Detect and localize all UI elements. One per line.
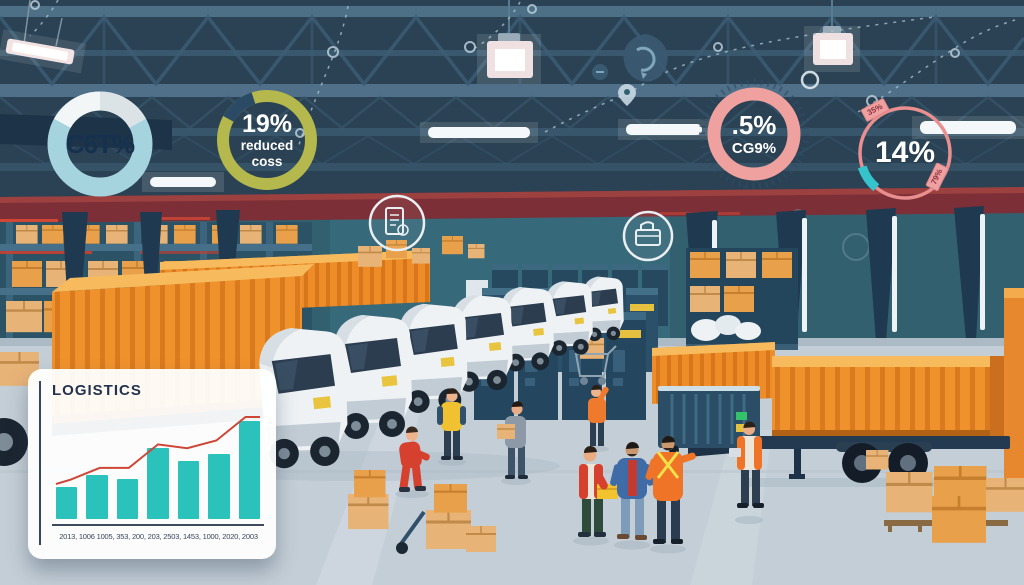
bars-container: [56, 411, 260, 519]
donut-chart-olive: 19% reduced coss: [211, 84, 323, 196]
logistics-chart-card: LOGISTICS 2013, 1006 1005, 353, 200, 203…: [28, 369, 276, 559]
bar: [147, 448, 169, 519]
donut-olive-value: 19%: [241, 110, 293, 138]
location-pin-icon: [618, 84, 636, 106]
chart-plot-area: [56, 411, 260, 519]
bar: [177, 461, 200, 519]
trend-line-svg: [56, 411, 260, 519]
ceiling-lights: [0, 0, 1024, 192]
trend-line: [56, 417, 260, 484]
worker-right: [729, 421, 764, 524]
right-structure: [686, 206, 985, 348]
worker-red: [395, 426, 430, 498]
donut-chart-outline: 35% 79% 14%: [850, 97, 960, 208]
workers: [395, 384, 764, 554]
chart-title: LOGISTICS: [52, 382, 142, 399]
worker-carrying-box: [497, 401, 531, 485]
worker-yellow-vest: [437, 388, 466, 466]
chart-y-axis: [39, 381, 41, 545]
donut-chart-pink: .5% CG9%: [694, 74, 814, 194]
donut-pink-ring: [699, 79, 809, 189]
worker-red-vest: [573, 445, 618, 546]
worker-at-machine: [585, 384, 609, 452]
bar: [208, 454, 230, 519]
refresh-leaf-icon: [623, 34, 668, 82]
donut-teal-label: C6T%: [65, 129, 135, 159]
clipboard-icon: [368, 194, 426, 252]
worker-hivis: [645, 435, 696, 554]
floor-boxes: [0, 350, 1024, 554]
network-overlay: [29, 0, 1016, 262]
package-icon: [622, 210, 674, 262]
donut-olive-caption2: coss: [251, 153, 283, 169]
donut-teal-ring: [47, 91, 153, 197]
bar: [86, 474, 108, 519]
right-box-shelf: [686, 248, 798, 350]
ring-icon: [800, 70, 820, 90]
donut-chart-teal: C6T%: [44, 88, 156, 200]
bar: [56, 486, 78, 519]
shipping-containers: [652, 288, 1024, 483]
donut-pink-caption: CG9%: [731, 140, 777, 157]
donut-pink-value: .5%: [731, 110, 777, 140]
bar: [238, 420, 260, 519]
worker-blue-jacket: [610, 441, 654, 550]
chart-x-labels: 2013, 1006 1005, 353, 200, 203, 2503, 14…: [59, 532, 258, 541]
donut-olive-ring: [217, 90, 317, 190]
donut-outline-value: 14%: [874, 136, 936, 169]
donut-olive-caption1: reduced: [240, 138, 294, 153]
chart-x-axis: [52, 524, 264, 526]
bar: [116, 478, 139, 519]
donut-outline-ring: [855, 103, 955, 203]
